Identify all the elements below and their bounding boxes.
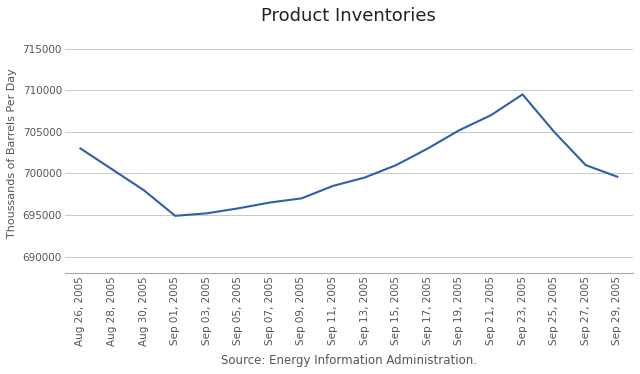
X-axis label: Source: Energy Information Administration.: Source: Energy Information Administratio…: [221, 354, 477, 367]
Y-axis label: Thoussands of Barrels Per Day: Thoussands of Barrels Per Day: [7, 68, 17, 237]
Title: Product Inventories: Product Inventories: [261, 7, 436, 25]
